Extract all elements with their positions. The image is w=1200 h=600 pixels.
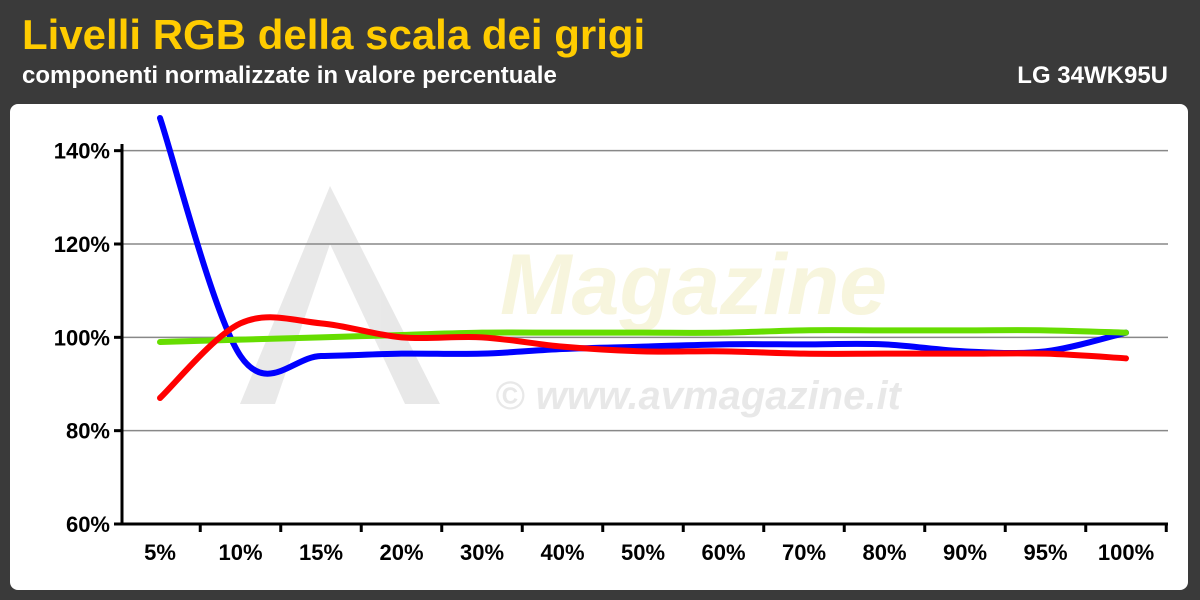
x-tick-label: 80% <box>862 540 906 565</box>
y-tick-label: 80% <box>66 419 110 444</box>
x-tick-label: 15% <box>299 540 343 565</box>
x-tick-label: 30% <box>460 540 504 565</box>
x-tick-label: 20% <box>379 540 423 565</box>
y-tick-label: 140% <box>54 139 110 164</box>
series-green-line <box>157 327 1129 345</box>
chart-title: Livelli RGB della scala dei grigi <box>22 11 646 58</box>
y-tick-label: 100% <box>54 325 110 350</box>
x-tick-label: 90% <box>943 540 987 565</box>
x-tick-label: 40% <box>540 540 584 565</box>
y-tick-label: 60% <box>66 512 110 537</box>
x-tick-label: 5% <box>144 540 176 565</box>
x-tick-label: 95% <box>1023 540 1067 565</box>
watermark-brand: Magazine <box>500 237 887 333</box>
watermark-url: © www.avmagazine.it <box>495 374 903 418</box>
watermark: Magazine © www.avmagazine.it <box>240 186 903 418</box>
model-label: LG 34WK95U <box>1017 62 1168 89</box>
chart-panel: Magazine © www.avmagazine.it 60% 80% 100% 1… <box>10 104 1188 590</box>
series-red-line <box>157 314 1129 401</box>
x-tick-label: 100% <box>1098 540 1154 565</box>
line-chart: Magazine © www.avmagazine.it 60% 80% 100% 1… <box>54 115 1168 565</box>
axes <box>114 144 1168 532</box>
watermark-logo-icon <box>240 186 440 404</box>
x-tick-label: 60% <box>701 540 745 565</box>
chart-subtitle: componenti normalizzate in valore percen… <box>22 62 557 89</box>
x-tick-label: 10% <box>218 540 262 565</box>
tick-labels: 60% 80% 100% 120% 140% 5% 10% 15% 20% 30% 40% 50% 60… <box>54 139 1154 565</box>
series-lines <box>157 115 1129 401</box>
x-tick-label: 70% <box>782 540 826 565</box>
x-tick-label: 50% <box>621 540 665 565</box>
y-tick-label: 120% <box>54 232 110 257</box>
